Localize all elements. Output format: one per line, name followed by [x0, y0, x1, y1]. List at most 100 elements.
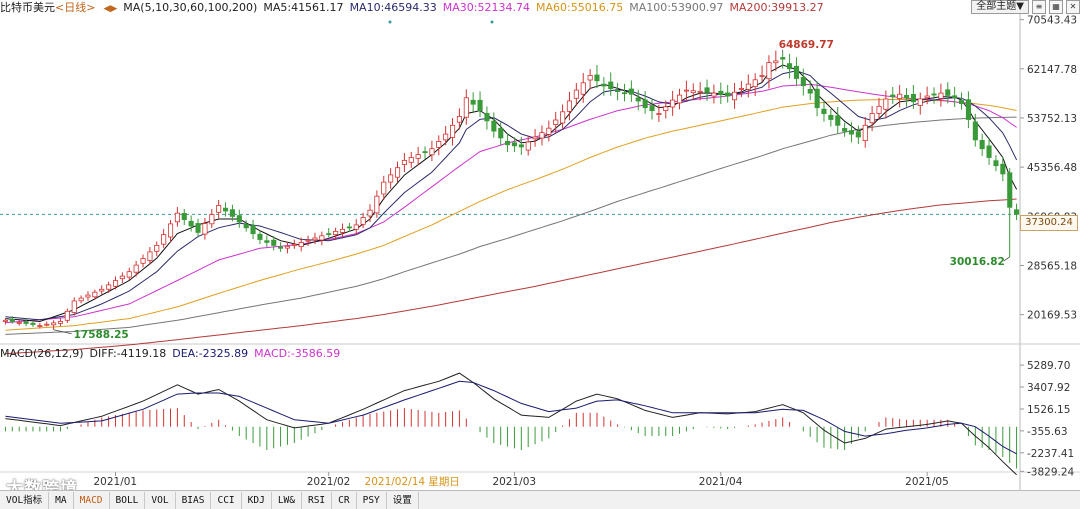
indicator-tab-4[interactable]: VOL — [145, 491, 176, 509]
ma-params[interactable]: MA(5,10,30,60,100,200) — [123, 1, 258, 14]
price-tick-label: 70543.43 — [1027, 15, 1077, 27]
candle-body — [71, 300, 77, 313]
candle-body — [745, 83, 751, 90]
candle-body — [37, 325, 43, 328]
indicator-tab-3[interactable]: BOLL — [110, 491, 146, 509]
candle-body — [573, 89, 579, 99]
price-annotations: 64869.77 30016.82 17588.25 — [53, 20, 1010, 341]
cycle-arrows-icon[interactable]: ◀▶ — [103, 4, 118, 14]
candle-body — [415, 154, 421, 159]
candle-body — [360, 217, 366, 225]
date-tick-label: 2021/05 — [905, 476, 949, 488]
indicator-tab-12[interactable]: 设置 — [387, 491, 419, 509]
candle-body — [346, 226, 352, 229]
candle-body — [44, 323, 50, 326]
macd-params[interactable]: MACD(26,12,9) — [0, 347, 84, 360]
indicator-tab-1[interactable]: MA — [49, 491, 74, 509]
theme-dropdown[interactable]: 全部主题▼ — [971, 0, 1029, 14]
candle-body — [952, 95, 958, 99]
candle-body — [498, 127, 504, 139]
candle-body — [16, 321, 22, 324]
candle-body — [663, 106, 669, 112]
candle-body — [216, 205, 222, 213]
candle-body — [938, 92, 944, 99]
period-label[interactable]: <日线> — [55, 1, 96, 14]
indicator-tab-bar: VOL指标 MA MACD BOLL VOL BIAS CCI KDJ LW& RSI CR PSY 设… — [0, 490, 1080, 509]
candle-body — [429, 148, 435, 156]
annotation-leader — [53, 329, 72, 335]
candle-body — [394, 167, 401, 178]
candle-body — [670, 99, 676, 108]
candle-body — [608, 81, 614, 90]
indicator-tab-6[interactable]: CCI — [211, 491, 242, 509]
candle-body — [711, 92, 717, 97]
close-icon[interactable]: ✕ — [1066, 0, 1080, 14]
candle-body — [113, 280, 119, 287]
candle-body — [99, 288, 105, 292]
candle-body — [931, 93, 937, 96]
candle-body — [64, 310, 70, 321]
candle-body — [725, 92, 731, 97]
candle-body — [814, 88, 820, 109]
candle-body — [456, 116, 462, 123]
indicator-tab-2[interactable]: MACD — [74, 491, 110, 509]
grid-icon[interactable]: ▦ — [1049, 0, 1063, 14]
candle-body — [312, 237, 318, 241]
candle-body — [188, 220, 194, 227]
candle-body — [628, 88, 634, 95]
chart-grid — [0, 0, 1080, 490]
candle-body — [257, 233, 263, 240]
candle-body — [622, 92, 628, 95]
candle-body — [133, 264, 139, 273]
indicator-tab-0[interactable]: VOL指标 — [0, 491, 50, 509]
candle-body — [271, 239, 277, 246]
ma200-value: MA200:39913.27 — [729, 1, 824, 14]
candle-body — [1000, 163, 1006, 175]
candle-body — [986, 145, 992, 158]
ma100-value: MA100:53900.97 — [629, 1, 724, 14]
candle-body — [140, 258, 146, 264]
candle-body — [374, 195, 380, 214]
symbol-label: 比特币美元 — [0, 1, 55, 14]
candle-body — [842, 127, 848, 132]
candle-body — [477, 99, 483, 112]
high-price-annotation: 64869.77 — [779, 39, 834, 51]
candle-body — [656, 113, 662, 115]
candle-body — [209, 214, 215, 225]
candle-body — [738, 88, 744, 90]
candle-body — [594, 74, 600, 82]
candle-body — [945, 89, 951, 96]
candle-body — [683, 89, 689, 92]
candle-body — [807, 89, 813, 94]
candle-body — [9, 318, 15, 322]
candle-body — [381, 181, 387, 195]
candle-body — [277, 246, 284, 249]
candle-body — [449, 124, 456, 138]
candle-body — [862, 124, 868, 142]
indicator-tab-5[interactable]: BIAS — [176, 491, 212, 509]
toolbar-right: 全部主题▼ ≡ ▦ ✕ — [971, 0, 1080, 14]
candle-body — [85, 294, 91, 298]
candle-body — [979, 139, 985, 150]
candle-body — [1014, 209, 1020, 215]
candle-body — [732, 91, 738, 101]
indicator-tab-7[interactable]: KDJ — [242, 491, 272, 509]
lines-icon[interactable]: ≡ — [1032, 0, 1046, 14]
candle-body — [546, 127, 552, 135]
candle-body — [773, 60, 779, 64]
macd-legend: MACD(26,12,9) DIFF:-4119.18 DEA:-2325.89 MA… — [0, 346, 346, 362]
candle-body — [291, 243, 297, 246]
candle-body — [677, 94, 683, 104]
ma60-line — [5, 99, 1017, 331]
candle-body — [401, 159, 407, 165]
macd-tick-label: 3407.92 — [1027, 382, 1070, 394]
indicator-tab-9[interactable]: RSI — [302, 491, 333, 509]
candle-body — [835, 115, 841, 126]
candle-body — [284, 245, 290, 249]
candle-body — [759, 75, 765, 77]
indicator-tab-11[interactable]: PSY — [357, 491, 387, 509]
candle-body — [339, 228, 345, 233]
indicator-tab-8[interactable]: LW& — [272, 491, 302, 509]
indicator-tab-10[interactable]: CR — [332, 491, 357, 509]
